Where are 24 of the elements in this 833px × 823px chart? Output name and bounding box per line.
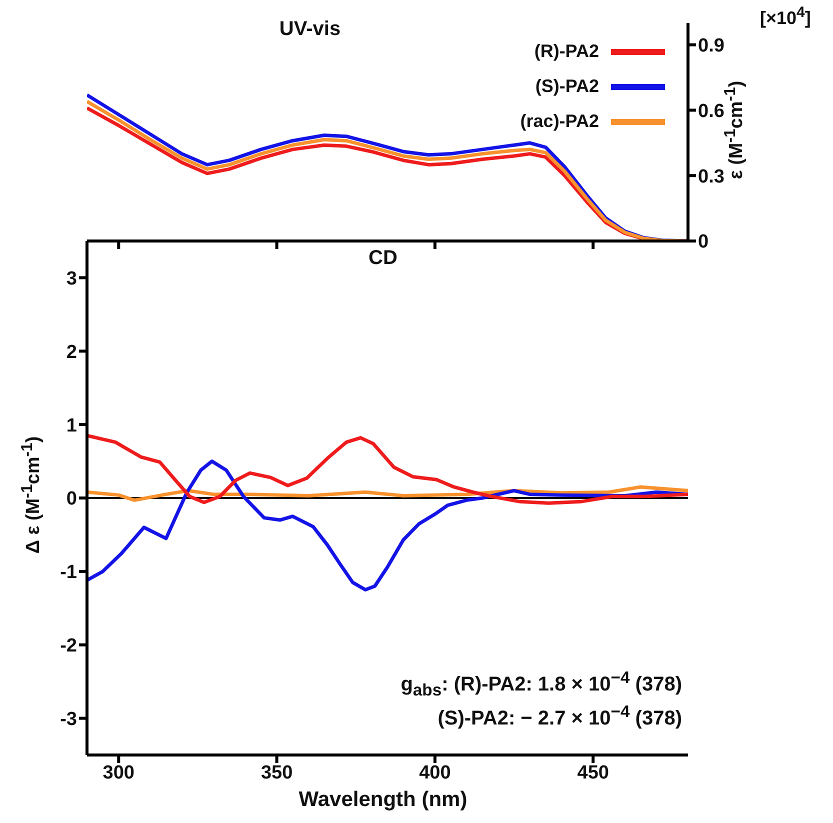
annotation: (S)-PA2: − 2.7 × 10$^{−4}$ (378) bbox=[438, 702, 682, 731]
y-tick-label: -1 bbox=[60, 562, 78, 584]
y-tick-label: -3 bbox=[60, 709, 77, 730]
annotation: g$_{abs}$: (R)-PA2: 1.8 × 10$^{−4}$ (378) bbox=[400, 668, 682, 701]
y-tick-label: 1 bbox=[66, 415, 78, 436]
chart-title: CD bbox=[368, 247, 398, 270]
x-tick-label: 450 bbox=[577, 762, 609, 784]
legend-label: (S)-PA2 bbox=[535, 76, 599, 97]
text: [×10$^{4}$] bbox=[760, 4, 811, 29]
x-axis-title: Wavelength (nm) bbox=[298, 788, 468, 812]
legend-label: (R)-PA2 bbox=[534, 41, 599, 62]
y-tick-label: 0.9 bbox=[698, 36, 724, 57]
y-tick-label: 0 bbox=[698, 232, 709, 253]
legend-label: (rac)-PA2 bbox=[520, 111, 599, 132]
x-tick-label: 350 bbox=[260, 762, 293, 784]
y-tick-label: 0 bbox=[66, 488, 77, 510]
y-tick-label: 2 bbox=[66, 342, 77, 363]
y-tick-label: 0.3 bbox=[698, 166, 724, 188]
x-tick-label: 400 bbox=[419, 762, 451, 784]
chart-title: UV-vis bbox=[278, 18, 342, 41]
x-tick-label: 300 bbox=[102, 762, 134, 784]
y-tick-label: 3 bbox=[66, 268, 77, 290]
y-tick-label: 0.6 bbox=[698, 100, 724, 122]
y-tick-label: -2 bbox=[60, 636, 77, 657]
